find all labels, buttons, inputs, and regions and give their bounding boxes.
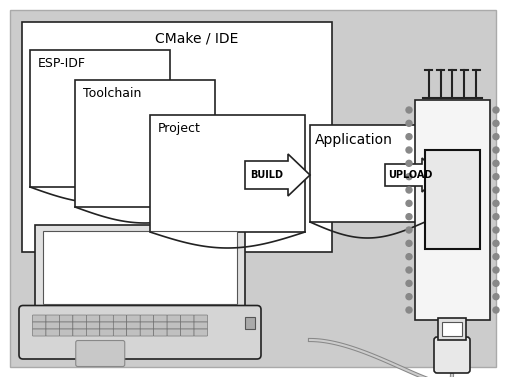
Bar (414, 100, 489, 320)
FancyBboxPatch shape (32, 315, 46, 322)
FancyBboxPatch shape (140, 322, 154, 329)
Text: UPLOAD: UPLOAD (387, 170, 431, 180)
FancyBboxPatch shape (193, 322, 207, 329)
FancyBboxPatch shape (59, 322, 73, 329)
FancyBboxPatch shape (32, 322, 46, 329)
Bar (310, 125, 424, 222)
Circle shape (405, 240, 411, 246)
Circle shape (492, 107, 498, 113)
Circle shape (492, 307, 498, 313)
Circle shape (405, 160, 411, 166)
Bar (43, 231, 236, 303)
FancyBboxPatch shape (126, 329, 140, 336)
Circle shape (405, 280, 411, 287)
FancyBboxPatch shape (46, 322, 59, 329)
FancyBboxPatch shape (73, 329, 86, 336)
FancyBboxPatch shape (99, 329, 113, 336)
Circle shape (405, 254, 411, 260)
Bar (149, 115, 305, 232)
FancyBboxPatch shape (433, 337, 469, 373)
Bar (424, 150, 479, 249)
Circle shape (405, 307, 411, 313)
FancyBboxPatch shape (76, 340, 125, 366)
FancyBboxPatch shape (59, 329, 73, 336)
Circle shape (492, 294, 498, 300)
FancyBboxPatch shape (154, 329, 167, 336)
FancyBboxPatch shape (180, 329, 193, 336)
Text: CMake / IDE: CMake / IDE (155, 32, 238, 46)
Circle shape (492, 254, 498, 260)
Circle shape (492, 200, 498, 206)
Polygon shape (244, 154, 310, 196)
Circle shape (405, 147, 411, 153)
Bar (441, 322, 461, 336)
Circle shape (405, 214, 411, 220)
FancyBboxPatch shape (154, 315, 167, 322)
FancyBboxPatch shape (154, 322, 167, 329)
FancyBboxPatch shape (193, 329, 207, 336)
Polygon shape (384, 158, 439, 192)
Text: Project: Project (158, 122, 200, 135)
FancyBboxPatch shape (126, 322, 140, 329)
FancyBboxPatch shape (99, 322, 113, 329)
FancyBboxPatch shape (193, 315, 207, 322)
Circle shape (492, 147, 498, 153)
Bar (244, 317, 255, 329)
Bar (30, 50, 170, 187)
Circle shape (492, 227, 498, 233)
Circle shape (492, 280, 498, 287)
FancyBboxPatch shape (19, 305, 261, 359)
FancyBboxPatch shape (46, 329, 59, 336)
Circle shape (405, 134, 411, 139)
Circle shape (492, 174, 498, 180)
FancyBboxPatch shape (35, 225, 244, 310)
FancyBboxPatch shape (167, 329, 180, 336)
Text: BUILD: BUILD (249, 170, 282, 180)
Circle shape (492, 134, 498, 139)
Circle shape (492, 214, 498, 220)
FancyBboxPatch shape (180, 322, 193, 329)
FancyBboxPatch shape (86, 329, 99, 336)
Circle shape (405, 107, 411, 113)
FancyBboxPatch shape (126, 315, 140, 322)
Circle shape (405, 120, 411, 126)
Circle shape (405, 174, 411, 180)
Circle shape (492, 267, 498, 273)
Text: Toolchain: Toolchain (83, 87, 141, 100)
FancyBboxPatch shape (46, 315, 59, 322)
FancyBboxPatch shape (99, 315, 113, 322)
Text: Application: Application (315, 133, 392, 147)
FancyBboxPatch shape (140, 315, 154, 322)
FancyBboxPatch shape (113, 315, 126, 322)
FancyBboxPatch shape (113, 329, 126, 336)
FancyBboxPatch shape (59, 315, 73, 322)
FancyBboxPatch shape (140, 329, 154, 336)
FancyBboxPatch shape (167, 322, 180, 329)
Bar (437, 318, 465, 340)
Text: ESP-IDF: ESP-IDF (38, 57, 86, 70)
Circle shape (405, 294, 411, 300)
FancyBboxPatch shape (86, 322, 99, 329)
Bar (75, 80, 215, 207)
FancyBboxPatch shape (73, 322, 86, 329)
Circle shape (405, 200, 411, 206)
FancyBboxPatch shape (73, 315, 86, 322)
Circle shape (405, 267, 411, 273)
Circle shape (492, 120, 498, 126)
FancyBboxPatch shape (113, 322, 126, 329)
Circle shape (492, 240, 498, 246)
Circle shape (492, 187, 498, 193)
Circle shape (405, 227, 411, 233)
FancyBboxPatch shape (32, 329, 46, 336)
Circle shape (405, 187, 411, 193)
Bar (22, 22, 331, 252)
FancyBboxPatch shape (86, 315, 99, 322)
FancyBboxPatch shape (180, 315, 193, 322)
Circle shape (492, 160, 498, 166)
FancyBboxPatch shape (167, 315, 180, 322)
